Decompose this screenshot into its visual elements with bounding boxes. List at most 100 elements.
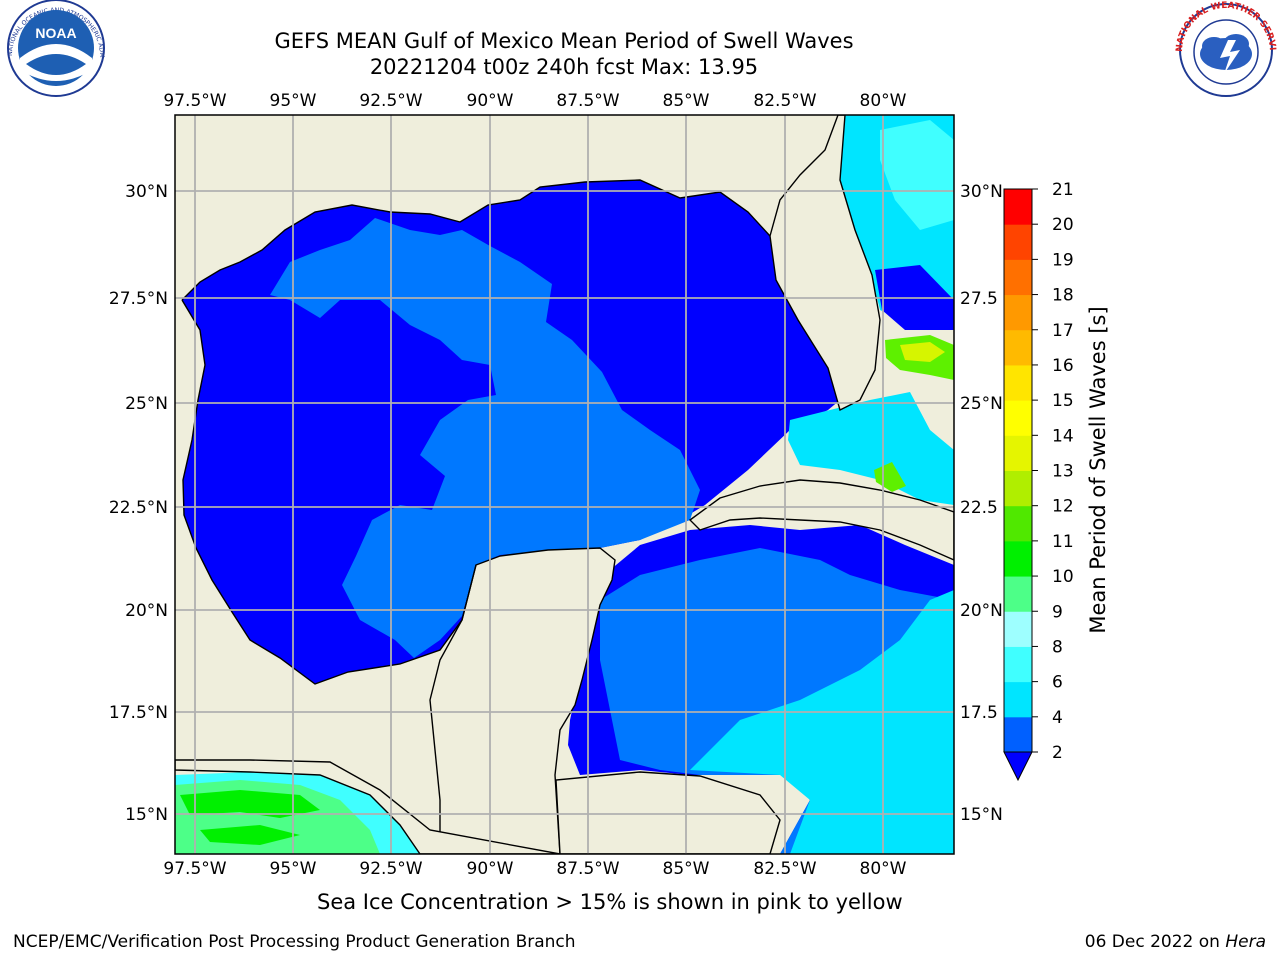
lat-label: 25°N	[125, 394, 168, 414]
lon-label: 87.5°W	[556, 91, 619, 111]
colorbar-tick-label: 4	[1052, 708, 1063, 728]
colorbar-segment	[1004, 576, 1032, 612]
lon-label: 95°W	[270, 859, 317, 879]
bahamas-yellow-patch	[900, 342, 945, 362]
colorbar-segment	[1004, 435, 1032, 471]
lon-label: 82.5°W	[753, 859, 816, 879]
pacific-bright-green-2	[200, 825, 300, 845]
lat-labels-right: 30°N 27.5 25°N 22.5 20°N 17.5 15°N	[960, 182, 1003, 825]
nws-ring-text: NATIONAL WEATHER SERVICE	[0, 0, 1277, 52]
colorbar-segment	[1004, 400, 1032, 436]
footer-credit: NCEP/EMC/Verification Post Processing Pr…	[13, 932, 576, 952]
lat-label: 30°N	[125, 182, 168, 202]
colorbar-segment	[1004, 224, 1032, 260]
lon-labels-top: 97.5°W 95°W 92.5°W 90°W 87.5°W 85°W 82.5…	[163, 91, 906, 111]
lon-label: 82.5°W	[753, 91, 816, 111]
lat-label: 20°N	[960, 601, 1003, 621]
lat-label: 17.5	[960, 703, 998, 723]
lon-label: 90°W	[467, 859, 514, 879]
honduras-land	[555, 771, 781, 854]
atlantic-light-cyan	[880, 120, 954, 230]
colorbar-tick-label: 11	[1052, 532, 1074, 552]
colorbar-tick-label: 16	[1052, 356, 1074, 376]
colorbar-segment	[1004, 646, 1032, 683]
sea-ice-note: Sea Ice Concentration > 15% is shown in …	[317, 890, 903, 914]
footer-date: 06 Dec 2022 on	[1084, 932, 1220, 952]
straits-cyan	[788, 392, 954, 505]
colorbar-segment	[1004, 259, 1032, 296]
lat-label: 15°N	[960, 805, 1003, 825]
chart-title: GEFS MEAN Gulf of Mexico Mean Period of …	[274, 29, 854, 53]
gulf-coastline	[181, 179, 771, 301]
cuba-green-patch	[874, 462, 906, 492]
lon-label: 80°W	[860, 859, 907, 879]
colorbar-segment	[1004, 716, 1032, 753]
central-america-land	[175, 759, 561, 854]
colorbar-segment	[1004, 681, 1032, 718]
lat-label: 27.5	[960, 289, 998, 309]
colorbar-tick-label: 14	[1052, 426, 1074, 446]
colorbar-segment	[1004, 505, 1032, 542]
svg-text:NATIONAL WEATHER SERVICE: NATIONAL WEATHER SERVICE	[0, 0, 1277, 52]
lon-label: 97.5°W	[163, 91, 226, 111]
florida-land	[769, 115, 881, 412]
lat-label: 27.5°N	[109, 289, 168, 309]
colorbar-ticks: 2 4 6 8 9 10 11 12 13 14 15 16 17 18 19 20 21	[1032, 180, 1074, 763]
colorbar-label: Mean Period of Swell Waves [s]	[1086, 306, 1110, 633]
colorbar-tick-label: 15	[1052, 391, 1074, 411]
lon-label: 92.5°W	[359, 91, 422, 111]
colorbar-segment	[1004, 364, 1032, 401]
nws-logo: NATIONAL WEATHER SERVICE	[0, 0, 1277, 97]
lat-label: 22.5	[960, 498, 998, 518]
noaa-logo-text: NOAA	[35, 25, 76, 41]
footer-host: Hera	[1225, 932, 1266, 952]
colorbar-tick-label: 17	[1052, 321, 1074, 341]
colorbar-segment	[1004, 470, 1032, 507]
lon-labels-bottom: 97.5°W 95°W 92.5°W 90°W 87.5°W 85°W 82.5…	[163, 859, 906, 879]
noaa-logo: NATIONAL OCEANIC AND ATMOSPHERIC ADMINIS…	[0, 0, 105, 97]
colorbar-segment	[1004, 189, 1032, 225]
colorbar-segment	[1004, 611, 1032, 647]
colorbar-segment	[1004, 540, 1032, 577]
yucatan-land	[429, 547, 616, 854]
lat-label: 17.5°N	[109, 703, 168, 723]
chart-subtitle: 20221204 t00z 240h fcst Max: 13.95	[369, 55, 759, 79]
lat-labels-left: 30°N 27.5°N 25°N 22.5°N 20°N 17.5°N 15°N	[109, 182, 168, 825]
colorbar-tick-label: 9	[1052, 602, 1063, 622]
lon-label: 90°W	[467, 91, 514, 111]
caribbean-cyan	[690, 590, 954, 854]
colorbar-tick-label: 8	[1052, 637, 1063, 657]
lon-label: 97.5°W	[163, 859, 226, 879]
footer-date-line: 06 Dec 2022 on Hera	[1085, 932, 1266, 952]
colorbar-tick-label: 12	[1052, 497, 1074, 517]
cuba-land	[688, 479, 954, 561]
lat-label: 15°N	[125, 805, 168, 825]
colorbar-tick-label: 19	[1052, 250, 1074, 270]
lat-label: 25°N	[960, 394, 1003, 414]
map-area	[175, 115, 954, 854]
colorbar-tick-label: 2	[1052, 743, 1063, 763]
lat-label: 22.5°N	[109, 498, 168, 518]
lat-label: 30°N	[960, 182, 1003, 202]
colorbar-tick-label: 6	[1052, 673, 1063, 693]
graticule	[175, 115, 954, 854]
lon-label: 85°W	[663, 859, 710, 879]
colorbar-segment	[1004, 294, 1032, 331]
lon-label: 80°W	[860, 91, 907, 111]
map-frame	[174, 114, 955, 855]
pacific-bright-green	[180, 790, 320, 818]
colorbar-tick-label: 10	[1052, 567, 1074, 587]
colorbar-tick-label: 13	[1052, 462, 1074, 482]
colorbar-tick-label: 18	[1052, 286, 1074, 306]
colorbar-tick-label: 20	[1052, 215, 1074, 235]
colorbar-extend-triangle	[1003, 751, 1033, 782]
lat-label: 20°N	[125, 601, 168, 621]
lon-label: 92.5°W	[359, 859, 422, 879]
colorbar	[1003, 188, 1033, 782]
colorbar-segment	[1004, 329, 1032, 366]
lon-label: 85°W	[663, 91, 710, 111]
mexico-coastline	[181, 299, 477, 685]
lon-label: 87.5°W	[556, 859, 619, 879]
colorbar-tick-label: 21	[1052, 180, 1074, 200]
